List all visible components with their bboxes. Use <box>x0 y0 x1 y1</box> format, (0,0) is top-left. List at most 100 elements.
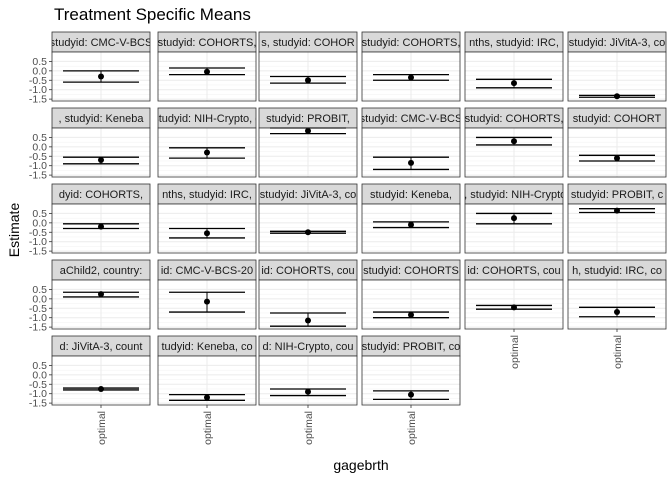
y-tick-label: 0.5 <box>32 284 47 296</box>
facet-strip-label: studyid: PROBIT, <box>266 113 350 125</box>
facet-panel: id: COHORTS, cou <box>258 259 358 330</box>
facet-strip-label: aChild2, country: <box>60 265 143 277</box>
estimate-point <box>204 149 210 156</box>
facet-strip-label: studyid: CMC-V-BCS <box>50 37 153 49</box>
x-axis-label: gagebrth <box>333 457 388 473</box>
facet-strip-label: d: JiVitA-3, count <box>60 341 143 353</box>
facet-panel: studyid: JiVitA-3, co <box>258 183 358 254</box>
facet-strip-label: id: CMC-V-BCS-20 <box>161 265 253 277</box>
y-tick-label: -1.5 <box>29 322 47 334</box>
panel-border <box>51 279 151 330</box>
facet-strip-label: studyid: Keneba, <box>370 189 452 201</box>
y-tick-label: 0.0 <box>32 369 47 381</box>
x-tick-label: optimal <box>96 411 108 445</box>
panel-border <box>361 127 461 178</box>
facet-strip-label: studyid: JiVitA-3, co <box>260 189 356 201</box>
facet-strip-label: studyid: PROBIT, c <box>571 189 664 201</box>
panel-border <box>258 127 358 178</box>
y-tick-label: 0.0 <box>32 293 47 305</box>
estimate-point <box>305 317 311 324</box>
facet-panels: studyid: CMC-V-BCS0.50.0-0.5-1.0-1.5stud… <box>29 31 667 445</box>
y-tick-label: -1.0 <box>29 236 47 248</box>
y-tick-label: -1.0 <box>29 84 47 96</box>
facet-panel: studyid: COHORTS, <box>157 31 257 102</box>
estimate-point <box>408 311 414 318</box>
estimate-point <box>614 93 620 100</box>
panel-border <box>157 203 257 254</box>
facet-panel: studyid: CMC-V-BCS <box>361 107 461 178</box>
y-tick-label: 0.0 <box>32 65 47 77</box>
estimate-point <box>204 230 210 237</box>
facet-strip-label: h, studyid: IRC, co <box>572 265 662 277</box>
panel-border <box>361 279 461 330</box>
facet-panel: dyid: COHORTS, 0.50.0-0.5-1.0-1.5 <box>29 183 151 258</box>
facet-panel: studyid: COHORTS <box>361 259 461 330</box>
estimate-point <box>408 159 414 166</box>
panel-border <box>157 51 257 102</box>
facet-strip-label: s, studyid: COHOR <box>261 37 355 49</box>
y-tick-label: 0.5 <box>32 360 47 372</box>
y-tick-label: -0.5 <box>29 227 47 239</box>
facet-panel: id: COHORTS, cou optimal <box>464 259 564 369</box>
y-axis-label: Estimate <box>6 203 22 258</box>
y-tick-label: 0.0 <box>32 217 47 229</box>
panel-border <box>157 127 257 178</box>
estimate-point <box>614 207 620 214</box>
estimate-point <box>305 229 311 236</box>
y-tick-label: -0.5 <box>29 75 47 87</box>
panel-border <box>567 127 667 178</box>
facet-panel: d: JiVitA-3, count 0.50.0-0.5-1.0-1.5 opti… <box>29 335 151 445</box>
estimate-point <box>98 385 104 392</box>
estimate-point <box>511 304 517 311</box>
estimate-point <box>204 68 210 75</box>
panel-border <box>361 203 461 254</box>
x-tick-label: optimal <box>303 411 315 445</box>
facet-strip-label: tudyid: Keneba, co <box>161 341 252 353</box>
y-tick-label: -1.0 <box>29 160 47 172</box>
estimate-point <box>204 394 210 401</box>
facet-panel: studyid: Keneba, <box>361 183 461 254</box>
facet-strip-label: studyid: NIH-Crypto, c <box>153 113 261 125</box>
y-tick-label: -1.5 <box>29 170 47 182</box>
estimate-point <box>98 157 104 164</box>
estimate-point <box>98 73 104 80</box>
facet-strip-label: nths, studyid: IRC, <box>162 189 252 201</box>
facet-strip-label: studyid: COHORT <box>573 113 662 125</box>
facet-strip-label: studyid: COHORTS, <box>362 37 461 49</box>
facet-strip-label: studyid: JiVitA-3, co <box>569 37 665 49</box>
y-tick-label: -0.5 <box>29 303 47 315</box>
estimate-point <box>408 391 414 398</box>
y-tick-label: -0.5 <box>29 379 47 391</box>
facet-strip-label: dyid: COHORTS, <box>59 189 143 201</box>
panel-border <box>258 51 358 102</box>
panel-border <box>567 203 667 254</box>
y-tick-label: 0.5 <box>32 132 47 144</box>
chart-title: Treatment Specific Means <box>54 5 251 24</box>
facet-panel: tudyid: Keneba, co optimal <box>157 335 257 445</box>
x-tick-label: optimal <box>202 411 214 445</box>
x-tick-label: optimal <box>406 411 418 445</box>
facet-strip-label: ti, studyid: NIH-Crypto, <box>459 189 570 201</box>
facet-strip-label: d: NIH-Crypto, cou <box>262 341 353 353</box>
facet-strip-label: id: COHORTS, cou <box>261 265 354 277</box>
y-tick-label: 0.5 <box>32 208 47 220</box>
facet-strip-label: studyid: COHORTS <box>363 265 459 277</box>
panel-border <box>464 203 564 254</box>
panel-border <box>361 51 461 102</box>
panel-border <box>51 51 151 102</box>
y-tick-label: -1.0 <box>29 388 47 400</box>
panel-border <box>258 279 358 330</box>
panel-border <box>157 279 257 330</box>
panel-border <box>567 51 667 102</box>
estimate-point <box>511 215 517 222</box>
facet-panel: studyid: COHORTS, <box>361 31 461 102</box>
facet-strip-label: nths, studyid: IRC, <box>469 37 559 49</box>
facet-strip-label: id: COHORTS, cou <box>467 265 560 277</box>
estimate-point <box>511 138 517 145</box>
y-tick-label: 0.5 <box>32 56 47 68</box>
estimate-point <box>408 74 414 81</box>
facet-panel: ti, studyid: NIH-Crypto, <box>459 183 570 254</box>
